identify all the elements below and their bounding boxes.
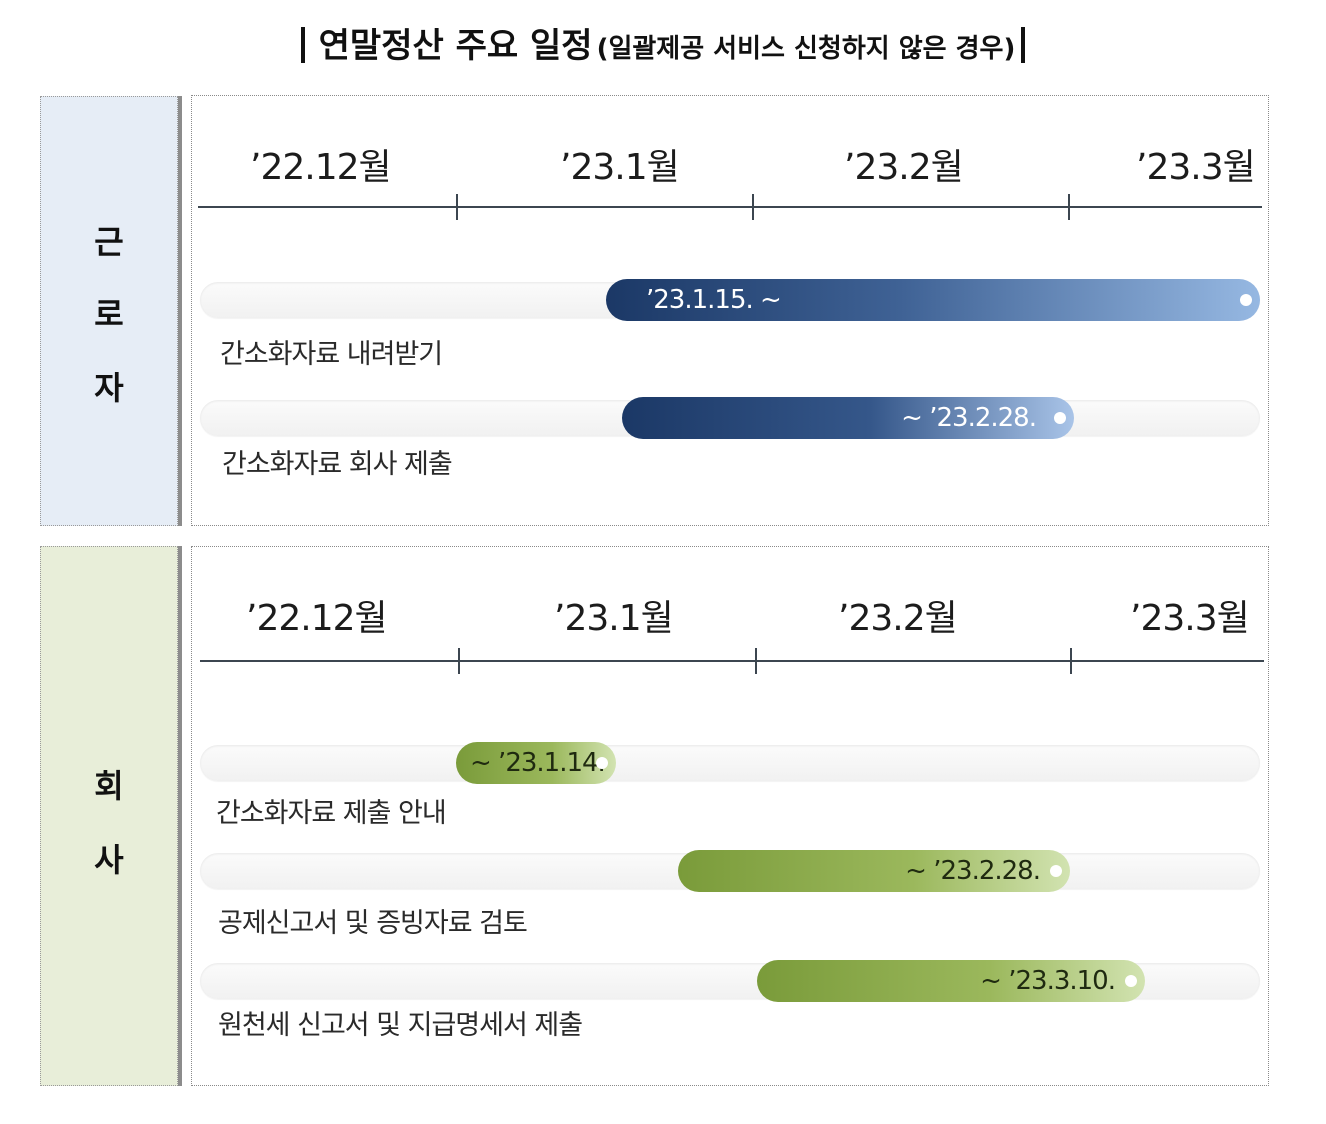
period-label: ~ ’23.2.28. <box>905 856 1041 886</box>
period-label: ~ ’23.3.10. <box>980 966 1116 996</box>
schedule-bar: ~ ’23.1.14. <box>456 742 616 784</box>
task-label: 원천세 신고서 및 지급명세서 제출 <box>218 1010 583 1041</box>
worker-label-char: 근 <box>94 223 124 261</box>
bar-end-dot <box>1054 412 1066 424</box>
schedule-bar: ~ ’23.2.28. <box>622 397 1074 439</box>
axis-tick <box>752 194 754 220</box>
task-label: 간소화자료 회사 제출 <box>222 449 453 480</box>
schedule-track: ~ ’23.3.10. <box>200 960 1260 1002</box>
worker-section-label: 근 로 자 <box>40 96 178 526</box>
worker-timeline-panel: ’22.12월 ’23.1월 ’23.2월 ’23.3월 ’23.1.15. ~… <box>191 95 1269 526</box>
axis-tick <box>1070 648 1072 674</box>
period-label: ~ ’23.2.28. <box>901 403 1037 433</box>
company-timeline-panel: ’22.12월 ’23.1월 ’23.2월 ’23.3월 ~ ’23.1.14.… <box>191 546 1269 1086</box>
timeline-axis <box>198 206 1262 208</box>
period-label: ~ ’23.1.14. <box>470 748 606 778</box>
schedule-track: ’23.1.15. ~ <box>200 279 1260 321</box>
page-title: 연말정산 주요 일정 (일괄제공 서비스 신청하지 않은 경우) <box>0 18 1326 67</box>
title-main: 연말정산 주요 일정 <box>318 26 593 66</box>
month-label: ’22.12월 <box>246 598 388 639</box>
worker-label-char: 자 <box>94 369 124 407</box>
month-label: ’23.2월 <box>838 598 958 639</box>
schedule-track: ~ ’23.2.28. <box>200 397 1260 439</box>
month-label: ’23.2월 <box>844 147 964 188</box>
timeline-axis <box>200 660 1264 662</box>
month-label: ’22.12월 <box>250 147 392 188</box>
schedule-bar: ~ ’23.3.10. <box>757 960 1145 1002</box>
axis-tick <box>456 194 458 220</box>
month-label: ’23.1월 <box>554 598 674 639</box>
company-label-char: 회 <box>94 767 124 805</box>
axis-tick <box>458 648 460 674</box>
company-section-label: 회 사 <box>40 546 178 1086</box>
schedule-bar: ~ ’23.2.28. <box>678 850 1070 892</box>
task-label: 간소화자료 제출 안내 <box>216 798 447 829</box>
worker-label-char: 로 <box>94 295 124 333</box>
title-sub: (일괄제공 서비스 신청하지 않은 경우) <box>596 34 1016 64</box>
month-label: ’23.1월 <box>560 147 680 188</box>
schedule-track: ~ ’23.2.28. <box>200 850 1260 892</box>
title-right-bar <box>1021 27 1026 63</box>
axis-tick <box>1068 194 1070 220</box>
bar-end-dot <box>1240 294 1252 306</box>
period-label: ’23.1.15. ~ <box>646 285 782 315</box>
axis-tick <box>755 648 757 674</box>
month-label: ’23.3월 <box>1130 598 1250 639</box>
bar-end-dot <box>1125 975 1137 987</box>
task-label: 공제신고서 및 증빙자료 검토 <box>218 908 528 939</box>
bar-end-dot <box>1050 865 1062 877</box>
bar-end-dot <box>596 757 608 769</box>
task-label: 간소화자료 내려받기 <box>220 339 443 370</box>
title-left-bar <box>300 27 305 63</box>
schedule-track: ~ ’23.1.14. <box>200 742 1260 784</box>
company-label-char: 사 <box>94 841 124 879</box>
schedule-bar: ’23.1.15. ~ <box>606 279 1260 321</box>
month-label: ’23.3월 <box>1136 147 1256 188</box>
